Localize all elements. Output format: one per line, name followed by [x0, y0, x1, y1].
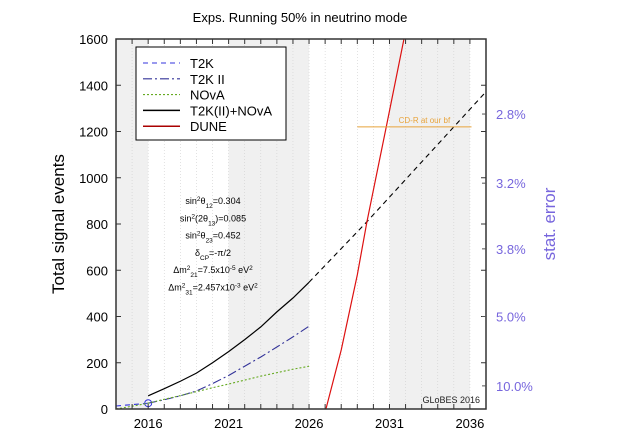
parameter-text-segment: =0.304 — [213, 196, 241, 206]
legend-label: T2K — [190, 56, 214, 71]
parameter-text-segment: sin — [180, 213, 192, 223]
y-tick-label: 1000 — [79, 171, 108, 186]
series-line-dune — [325, 38, 405, 410]
annotations: sin2θ12=0.304sin2(2θ13)=0.085sin2θ23=0.4… — [168, 196, 258, 297]
x-tick-label: 2016 — [134, 416, 163, 431]
parameter-text-segment: 31 — [185, 289, 193, 296]
parameter-text-segment: 2 — [191, 213, 195, 220]
y2-tick-label: 10.0% — [496, 379, 533, 394]
y2-tick-label: 5.0% — [496, 310, 526, 325]
parameter-text-segment: -3 — [235, 282, 241, 289]
parameter-text-segment: eV — [241, 283, 255, 293]
y-tick-label: 400 — [86, 310, 108, 325]
series-line-t2k-ii-nova — [147, 281, 310, 397]
parameter-text-segment: Δm — [173, 265, 187, 275]
parameter-text-segment: 2 — [249, 265, 253, 272]
parameter-text-segment: 2 — [197, 230, 201, 237]
parameter-text-segment: 2 — [182, 282, 186, 289]
parameter-text-segment: 2 — [254, 282, 258, 289]
parameter-text-segment: =2.457x10 — [193, 283, 235, 293]
y-tick-label: 1400 — [79, 78, 108, 93]
parameter-text-segment: sin — [185, 231, 197, 241]
x-tick-label: 2026 — [295, 416, 324, 431]
axes: 2016 2021 2026 2031 2036 0 200 400 600 800 1000 120… — [79, 32, 533, 431]
legend-label: T2K II — [190, 72, 225, 87]
legend-label: T2K(II)+NOvA — [190, 103, 272, 118]
oscillation-parameter: sin2(2θ13)=0.085 — [180, 213, 246, 227]
parameter-text-segment: 12 — [206, 203, 214, 210]
x-tick-label: 2031 — [375, 416, 404, 431]
reference-line-group: CD-R at our bf — [357, 116, 472, 128]
chart-title: Exps. Running 50% in neutrino mode — [193, 10, 408, 25]
legend-label: NOvA — [190, 88, 225, 103]
parameter-text-segment: )=0.085 — [215, 213, 246, 223]
series-line-nova — [115, 365, 310, 410]
shaded-band — [389, 39, 470, 409]
y-tick-label: 0 — [101, 402, 108, 417]
legend-label: DUNE — [190, 119, 227, 134]
y-tick-label: 1600 — [79, 32, 108, 47]
parameter-text-segment: 2 — [197, 196, 201, 203]
parameter-text-segment: θ — [201, 196, 206, 206]
oscillation-parameter: Δm231=2.457x10-3 eV2 — [168, 282, 258, 296]
parameter-text-segment: =0.452 — [213, 231, 241, 241]
y-tick-label: 1200 — [79, 125, 108, 140]
oscillation-parameter: sin2θ23=0.452 — [185, 230, 240, 244]
y2-axis-label: stat. error — [540, 187, 559, 260]
x-tick-label: 2036 — [455, 416, 484, 431]
parameter-text-segment: =-π/2 — [209, 248, 231, 258]
parameter-text-segment: δ — [195, 248, 200, 258]
y-tick-label: 600 — [86, 263, 108, 278]
parameter-text-segment: (2θ — [195, 213, 208, 223]
credit-label: GLoBES 2016 — [422, 395, 480, 405]
parameter-text-segment: sin — [185, 196, 197, 206]
parameter-text-segment: CP — [200, 254, 209, 261]
oscillation-parameter: sin2θ12=0.304 — [185, 196, 240, 210]
x-tick-label: 2021 — [214, 416, 243, 431]
series-line-t2k-ii — [148, 325, 310, 404]
oscillation-parameter: δCP=-π/2 — [195, 248, 231, 262]
y-tick-label: 200 — [86, 356, 108, 371]
parameter-text-segment: 13 — [208, 220, 216, 227]
parameter-text-segment: 23 — [206, 237, 214, 244]
y-axis-label: Total signal events — [49, 154, 68, 294]
parameter-text-segment: Δm — [168, 283, 182, 293]
parameter-text-segment: =7.5x10 — [198, 265, 230, 275]
y-tick-label: 800 — [86, 217, 108, 232]
parameter-text-segment: 21 — [190, 272, 198, 279]
series-extension-projection — [308, 91, 487, 283]
parameter-text-segment: θ — [201, 231, 206, 241]
parameter-text-segment: eV — [236, 265, 250, 275]
y2-tick-label: 3.8% — [496, 242, 526, 257]
reference-line-label: CD-R at our bf — [399, 116, 451, 125]
parameter-text-segment: 2 — [187, 265, 191, 272]
y2-tick-label: 2.8% — [496, 107, 526, 122]
parameter-text-segment: -5 — [230, 265, 236, 272]
y2-tick-label: 3.2% — [496, 176, 526, 191]
oscillation-parameter: Δm221=7.5x10-5 eV2 — [173, 265, 253, 279]
series-group — [115, 38, 487, 410]
